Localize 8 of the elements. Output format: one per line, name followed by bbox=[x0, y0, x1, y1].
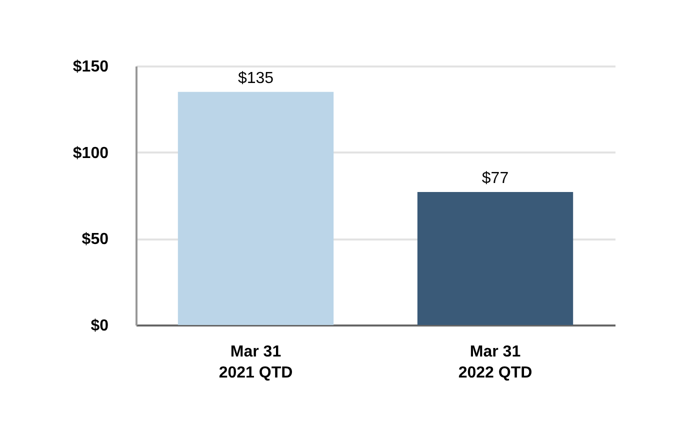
x-tick-label: Mar 31 2021 QTD bbox=[218, 344, 293, 382]
data-label: $77 bbox=[482, 170, 509, 188]
y-tick-label: $150 bbox=[72, 58, 109, 76]
y-tick-label: $50 bbox=[82, 231, 109, 248]
x-tick-label: Mar 31 2022 QTD bbox=[458, 344, 532, 382]
y-tick-label: $0 bbox=[90, 318, 109, 334]
y-tick-label: $100 bbox=[72, 144, 109, 162]
data-label: $135 bbox=[238, 70, 274, 87]
